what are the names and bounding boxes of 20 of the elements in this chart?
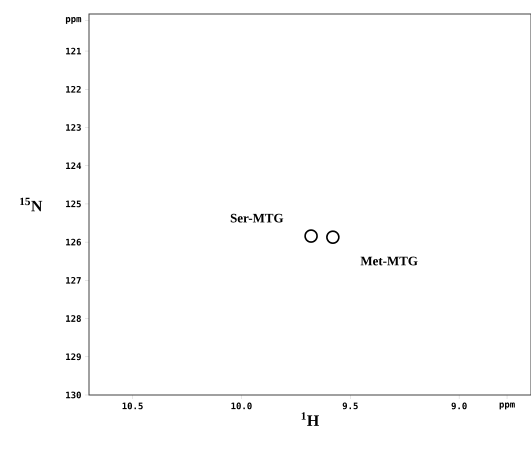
y-tick-label: 123 — [66, 124, 81, 131]
y-tick-label: 129 — [66, 353, 81, 360]
x-tick-label: 10.0 — [231, 402, 252, 410]
annotation: Met-MTG — [360, 256, 418, 266]
y-tick-label: 128 — [66, 315, 81, 322]
y-tick-label: ppm — [66, 17, 82, 24]
x-tick-label: 9.5 — [342, 402, 358, 410]
y-axis-title: $^{15}$N — [20, 198, 42, 212]
x-tick-label: 10.5 — [122, 402, 143, 410]
y-tick-label: 130 — [66, 392, 81, 398]
x-tick-label: 9.0 — [452, 402, 467, 410]
x-tick-label: ppm — [500, 402, 515, 410]
y-tick-label: 127 — [66, 277, 81, 284]
y-tick-label: 124 — [66, 162, 82, 170]
y-tick-label: 121 — [66, 48, 82, 54]
y-tick-label: 126 — [66, 238, 81, 246]
x-axis-title: $^{1}$H — [302, 412, 319, 426]
annotation: Ser-MTG — [230, 214, 284, 222]
y-tick-label: 122 — [66, 86, 81, 93]
y-tick-label: 125 — [66, 200, 81, 208]
